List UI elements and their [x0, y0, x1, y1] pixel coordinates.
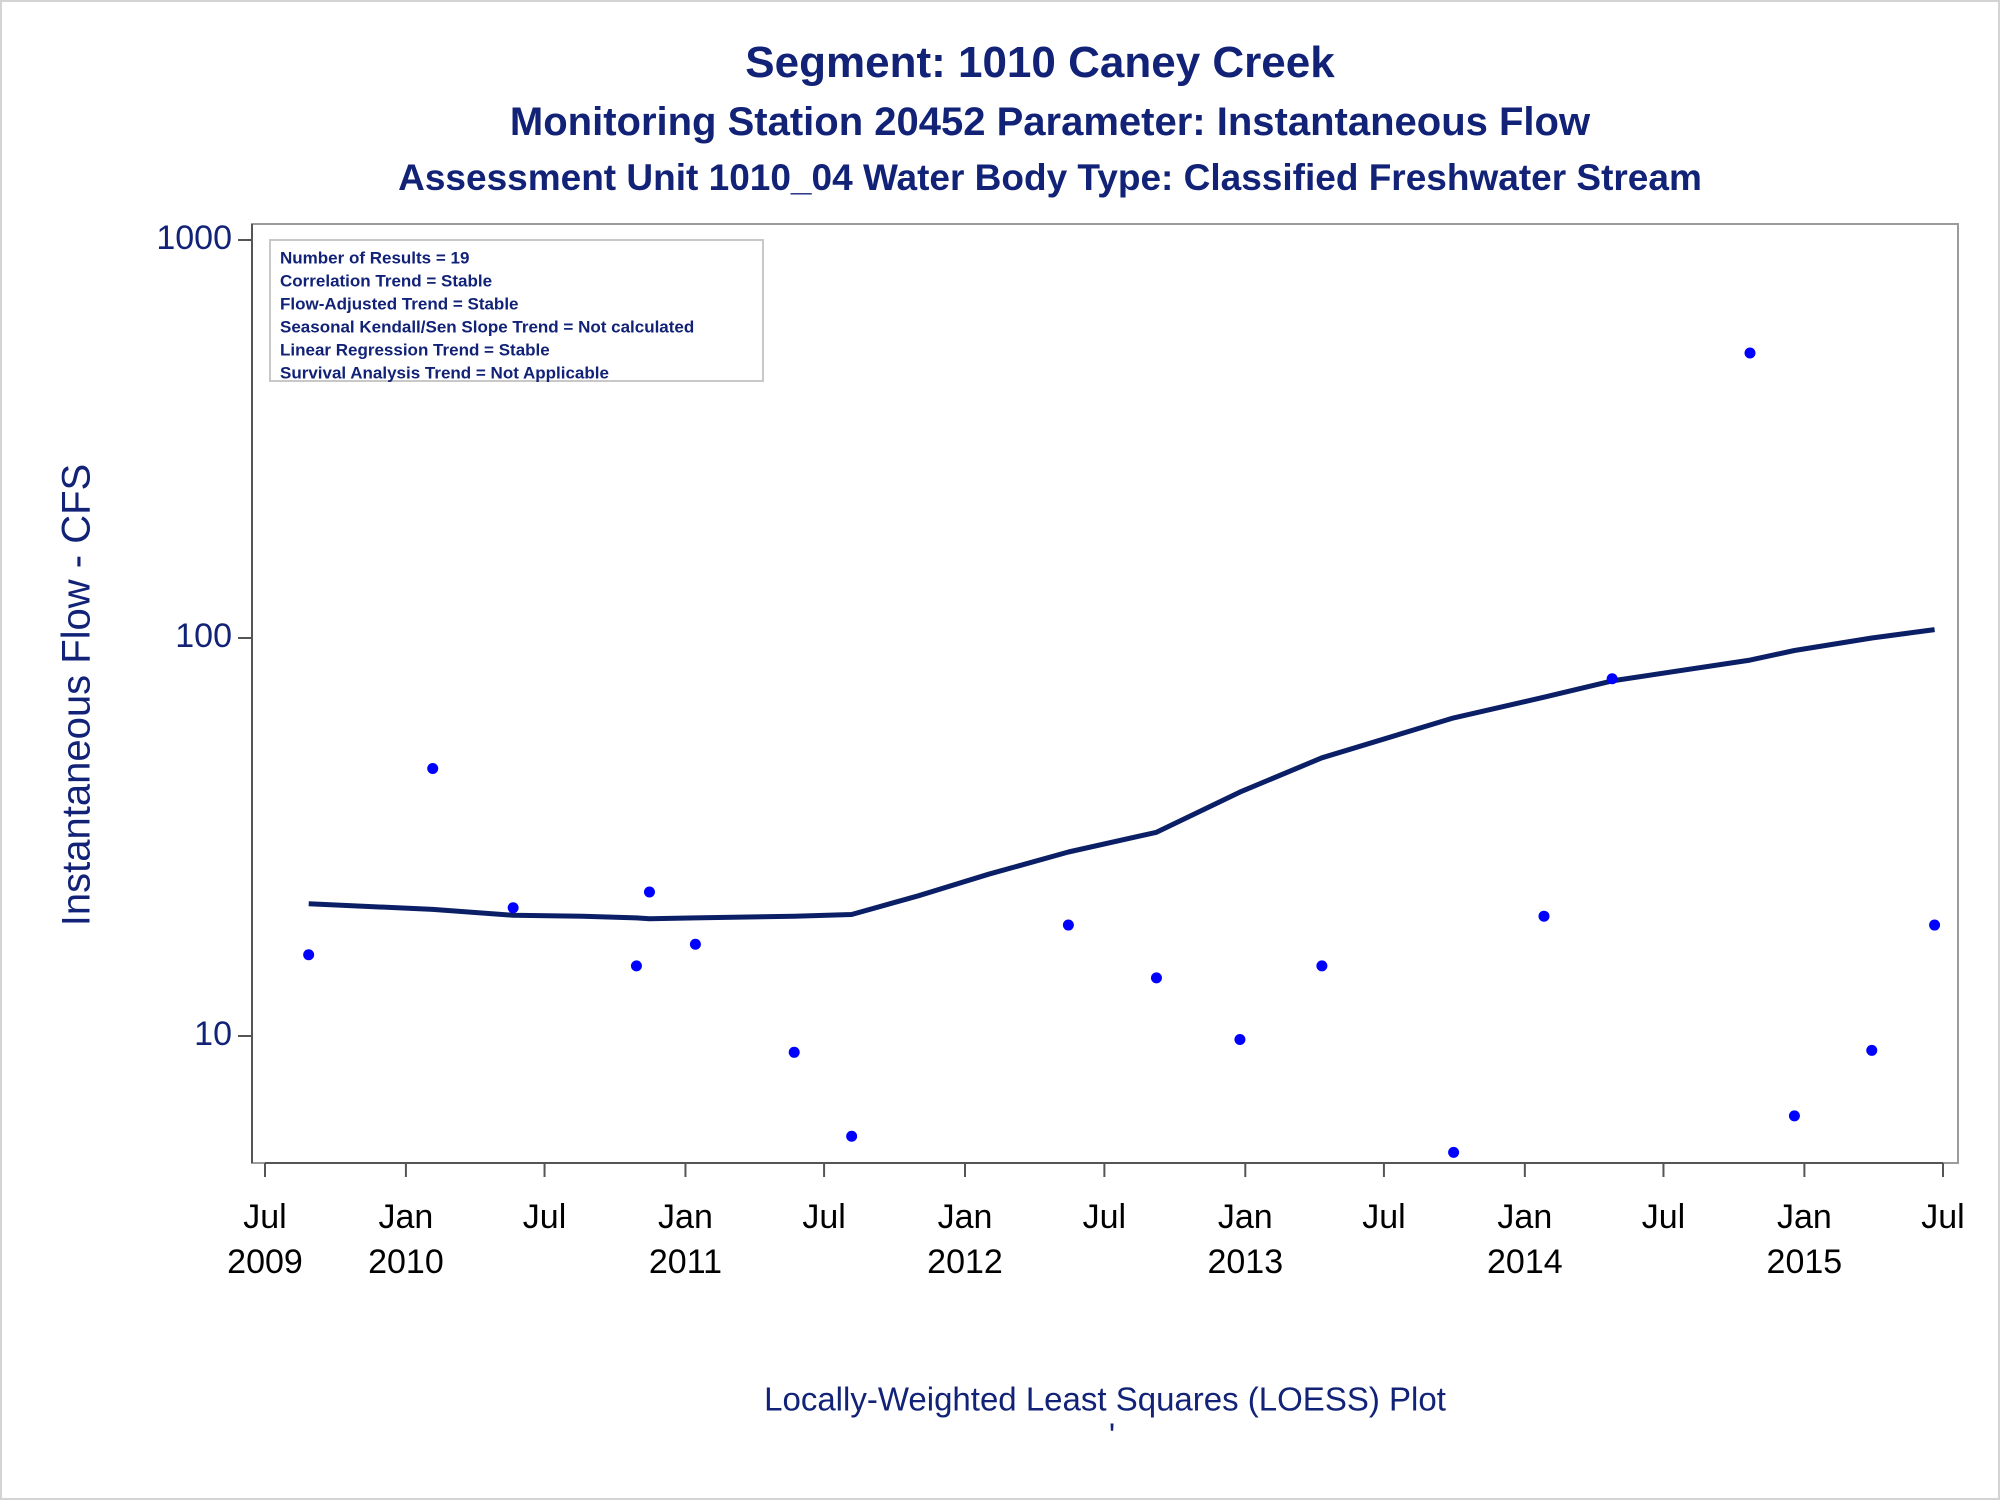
- data-point: [1150, 972, 1162, 984]
- x-tick-label-month: Jan: [658, 1198, 713, 1236]
- data-point: [1062, 919, 1074, 931]
- chart-subtitle-2: Assessment Unit 1010_04 Water Body Type:…: [398, 157, 1702, 198]
- data-point: [1744, 347, 1756, 359]
- data-point: [1538, 910, 1550, 922]
- loess-line: [308, 627, 1935, 922]
- x-tick-label-month: Jan: [1497, 1198, 1552, 1236]
- trend-stats-box: Number of Results = 19 Correlation Trend…: [269, 239, 764, 382]
- y-tick-label: 100: [175, 617, 232, 655]
- data-point: [689, 938, 701, 950]
- x-tick-label-month: Jul: [523, 1198, 566, 1236]
- x-tick-label-month: Jan: [1218, 1198, 1273, 1236]
- data-point: [303, 949, 315, 961]
- chart-subtitle: Monitoring Station 20452 Parameter: Inst…: [509, 100, 1591, 144]
- x-tick-label-year: 2013: [1207, 1243, 1283, 1281]
- x-tick-label-month: Jul: [243, 1198, 286, 1236]
- data-point: [1234, 1033, 1246, 1045]
- data-point: [1448, 1146, 1460, 1158]
- stats-line-flow-adjusted: Flow-Adjusted Trend = Stable: [280, 294, 519, 313]
- x-tick-label-month: Jul: [802, 1198, 845, 1236]
- data-points: [303, 347, 1941, 1158]
- stats-line-results: Number of Results = 19: [280, 248, 469, 267]
- stats-line-survival: Survival Analysis Trend = Not Applicable: [280, 363, 609, 382]
- x-tick-label-month: Jan: [1777, 1198, 1832, 1236]
- x-tick-label-year: 2010: [368, 1243, 444, 1281]
- x-tick-label-year: 2012: [927, 1243, 1003, 1281]
- x-tick-label-month: Jul: [1083, 1198, 1126, 1236]
- x-axis: Jul 2009 Jan 2010 Jul Jan 2011 Jul Jan 2012 Jul Jan…: [227, 1163, 1965, 1281]
- footnote-mark: ': [1109, 1417, 1115, 1454]
- x-tick-label-month: Jul: [1362, 1198, 1405, 1236]
- y-tick-label: 10: [194, 1015, 232, 1053]
- data-point: [630, 960, 642, 972]
- x-tick-label-month: Jul: [1921, 1198, 1964, 1236]
- data-point: [507, 902, 519, 914]
- data-point: [1788, 1110, 1800, 1122]
- x-tick-label-year: 2015: [1767, 1243, 1843, 1281]
- y-tick-label: 1000: [156, 219, 232, 257]
- y-axis: 10 100 1000: [156, 219, 252, 1053]
- stats-line-correlation: Correlation Trend = Stable: [280, 271, 492, 290]
- data-point: [427, 763, 439, 775]
- stats-box-frame: [269, 239, 764, 382]
- data-point: [1866, 1044, 1878, 1056]
- x-tick-label-year: 2009: [227, 1243, 303, 1281]
- data-point: [788, 1046, 800, 1058]
- stats-line-seasonal-kendall: Seasonal Kendall/Sen Slope Trend = Not c…: [280, 317, 694, 336]
- x-tick-label-month: Jan: [938, 1198, 993, 1236]
- chart-title: Segment: 1010 Caney Creek: [745, 38, 1335, 87]
- x-tick-label-month: Jan: [379, 1198, 434, 1236]
- x-tick-label-month: Jul: [1642, 1198, 1685, 1236]
- y-axis-title: Instantaneous Flow - CFS: [55, 464, 99, 926]
- stats-line-linear-regression: Linear Regression Trend = Stable: [280, 340, 550, 359]
- data-point: [1316, 960, 1328, 972]
- data-point: [643, 886, 655, 898]
- data-point: [1929, 919, 1941, 931]
- footnote: Locally-Weighted Least Squares (LOESS) P…: [764, 1381, 1446, 1418]
- data-point: [1606, 673, 1618, 685]
- x-tick-label-year: 2014: [1487, 1243, 1563, 1281]
- data-point: [846, 1130, 858, 1142]
- x-tick-label-year: 2011: [649, 1243, 722, 1281]
